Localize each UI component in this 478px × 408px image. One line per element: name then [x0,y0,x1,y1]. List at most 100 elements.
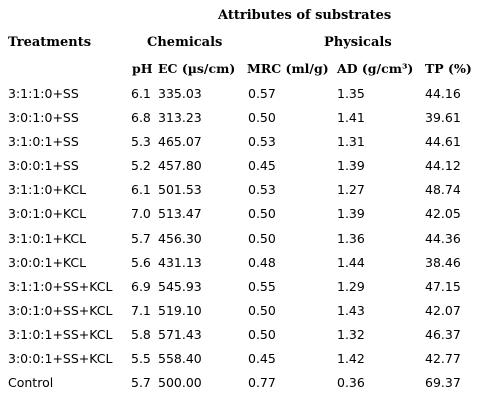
treatment-cell: 3:0:1:0+SS+KCL [8,302,113,318]
mrc-cell: 0.53 [248,182,276,198]
treatment-cell: 3:0:0:1+KCL [8,254,87,270]
treatment-cell: 3:0:0:1+SS+KCL [8,351,113,367]
ad-cell: 1.39 [337,158,365,174]
treatment-cell: 3:0:0:1+SS [8,158,79,174]
ec-cell: 456.30 [158,230,202,246]
tp-cell: 44.12 [425,158,461,174]
ph-cell: 5.7 [131,375,151,391]
table-row: 3:0:1:0+KCL 7.0 513.47 0.50 1.39 42.05 [0,206,478,230]
table-body: 3:1:1:0+SS 6.1 335.03 0.57 1.35 44.16 3:… [0,86,478,399]
ad-cell: 1.36 [337,230,365,246]
table-row: 3:1:1:0+KCL 6.1 501.53 0.53 1.27 48.74 [0,182,478,206]
physicals-group-header: Physicals [324,35,392,50]
table-row: 3:1:0:1+SS 5.3 465.07 0.53 1.31 44.61 [0,134,478,158]
table-row: 3:0:0:1+KCL 5.6 431.13 0.48 1.44 38.46 [0,255,478,279]
table-row: 3:1:0:1+KCL 5.7 456.30 0.50 1.36 44.36 [0,231,478,255]
ec-cell: 335.03 [158,86,202,101]
mrc-cell: 0.77 [248,375,276,391]
treatment-cell: 3:1:0:1+KCL [8,230,87,246]
mrc-column-header: MRC (ml/g) [247,61,329,76]
table-row: 3:1:1:0+SS+KCL 6.9 545.93 0.55 1.29 47.1… [0,279,478,303]
table-row: 3:0:1:0+SS 6.8 313.23 0.50 1.41 39.61 [0,110,478,134]
ph-cell: 5.5 [131,351,151,367]
ec-cell: 545.93 [158,278,202,294]
ad-cell: 1.29 [337,278,365,294]
ph-cell: 5.2 [131,158,151,174]
ad-cell: 1.39 [337,206,365,222]
table-title: Attributes of substrates [218,8,392,23]
ec-cell: 558.40 [158,351,202,367]
treatment-cell: Control [8,375,54,391]
ec-cell: 431.13 [158,254,202,270]
treatment-cell: 3:0:1:0+KCL [8,206,87,222]
mrc-cell: 0.57 [248,86,276,101]
tp-cell: 38.46 [425,254,461,270]
ad-cell: 1.44 [337,254,365,270]
table-row: Control 5.7 500.00 0.77 0.36 69.37 [0,375,478,399]
ph-cell: 5.3 [131,134,151,150]
chemicals-group-header: Chemicals [147,35,223,50]
ec-cell: 465.07 [158,134,202,150]
mrc-cell: 0.50 [248,230,276,246]
ad-cell: 0.36 [337,375,365,391]
ad-cell: 1.43 [337,302,365,318]
ph-column-header: pH [132,61,153,76]
treatment-cell: 3:0:1:0+SS [8,110,79,126]
ad-column-header: AD (g/cm³) [337,61,414,76]
tp-cell: 42.77 [425,351,461,367]
ph-cell: 7.0 [131,206,151,222]
ph-cell: 6.1 [131,86,151,101]
ad-cell: 1.42 [337,351,365,367]
ph-cell: 7.1 [131,302,151,318]
table-row: 3:1:1:0+SS 6.1 335.03 0.57 1.35 44.16 [0,86,478,110]
tp-cell: 44.16 [425,86,461,101]
tp-cell: 47.15 [425,278,461,294]
mrc-cell: 0.55 [248,278,276,294]
mrc-cell: 0.45 [248,158,276,174]
treatment-cell: 3:1:0:1+SS [8,134,79,150]
treatment-cell: 3:1:0:1+SS+KCL [8,326,113,342]
table-row: 3:1:0:1+SS+KCL 5.8 571.43 0.50 1.32 46.3… [0,327,478,351]
ph-cell: 5.8 [131,326,151,342]
ad-cell: 1.35 [337,86,365,101]
treatment-cell: 3:1:1:0+SS+KCL [8,278,113,294]
ec-column-header: EC (µs/cm) [158,61,236,76]
tp-cell: 69.37 [425,375,461,391]
mrc-cell: 0.53 [248,134,276,150]
mrc-cell: 0.45 [248,351,276,367]
tp-column-header: TP (%) [425,61,472,76]
ec-cell: 519.10 [158,302,202,318]
ad-cell: 1.31 [337,134,365,150]
tp-cell: 44.61 [425,134,461,150]
table-row: 3:0:0:1+SS 5.2 457.80 0.45 1.39 44.12 [0,158,478,182]
treatment-cell: 3:1:1:0+SS [8,86,79,101]
treatment-cell: 3:1:1:0+KCL [8,182,87,198]
ph-cell: 5.7 [131,230,151,246]
table-row: 3:0:0:1+SS+KCL 5.5 558.40 0.45 1.42 42.7… [0,351,478,375]
ph-cell: 6.1 [131,182,151,198]
ph-cell: 5.6 [131,254,151,270]
mrc-cell: 0.50 [248,110,276,126]
mrc-cell: 0.50 [248,302,276,318]
ec-cell: 571.43 [158,326,202,342]
mrc-cell: 0.50 [248,326,276,342]
ec-cell: 500.00 [158,375,202,391]
tp-cell: 44.36 [425,230,461,246]
ec-cell: 313.23 [158,110,202,126]
ad-cell: 1.32 [337,326,365,342]
ec-cell: 457.80 [158,158,202,174]
ph-cell: 6.8 [131,110,151,126]
ec-cell: 513.47 [158,206,202,222]
mrc-cell: 0.48 [248,254,276,270]
tp-cell: 42.07 [425,302,461,318]
ad-cell: 1.41 [337,110,365,126]
tp-cell: 39.61 [425,110,461,126]
tp-cell: 46.37 [425,326,461,342]
table-row: 3:0:1:0+SS+KCL 7.1 519.10 0.50 1.43 42.0… [0,303,478,327]
treatments-header: Treatments [8,35,92,50]
ad-cell: 1.27 [337,182,365,198]
tp-cell: 42.05 [425,206,461,222]
ec-cell: 501.53 [158,182,202,198]
ph-cell: 6.9 [131,278,151,294]
mrc-cell: 0.50 [248,206,276,222]
